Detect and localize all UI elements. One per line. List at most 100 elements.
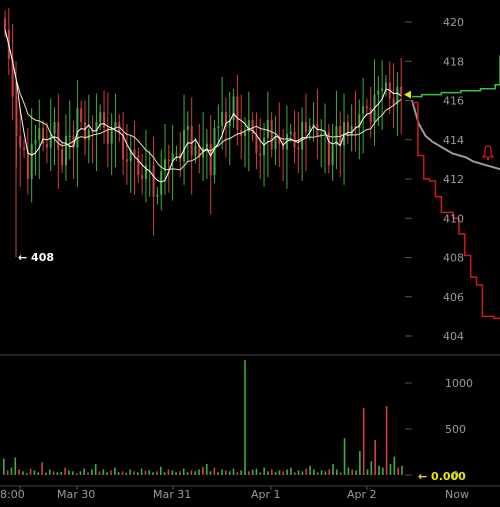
candle-body — [11, 59, 14, 97]
volume-bar — [10, 467, 13, 475]
volume-bar — [110, 470, 112, 475]
candle-body — [358, 114, 361, 128]
candle-body — [339, 126, 342, 146]
candle-body — [209, 143, 212, 176]
candle-body — [152, 165, 155, 197]
candle-body — [30, 143, 33, 179]
candle-body — [99, 112, 102, 123]
candle-body — [236, 96, 239, 130]
price-tick-label: 404 — [443, 330, 464, 343]
volume-bar — [186, 472, 189, 475]
candle-body — [175, 153, 178, 155]
candle-body — [87, 129, 90, 140]
candle-body — [186, 126, 189, 130]
volume-bar — [14, 457, 17, 475]
volume-bar — [267, 471, 269, 475]
candle-body — [148, 165, 151, 167]
volume-bar — [393, 456, 396, 475]
volume-bar — [209, 471, 212, 475]
candle-body — [304, 122, 307, 132]
candle-body — [122, 133, 125, 160]
time-tick-label: Mar 31 — [153, 488, 191, 501]
volume-bar — [83, 468, 85, 475]
volume-bar — [152, 472, 154, 475]
bell-icon[interactable] — [481, 145, 495, 161]
candle-body — [259, 153, 262, 156]
volume-bar — [274, 472, 277, 475]
volume-bar — [336, 469, 338, 475]
volume-bar — [71, 471, 74, 475]
grey-projection-line — [411, 100, 500, 171]
volume-bar — [194, 471, 197, 475]
candle-body — [114, 122, 117, 128]
candle-body — [141, 175, 144, 179]
volume-bar — [45, 472, 47, 475]
candle-body — [369, 108, 372, 123]
candle-body — [396, 86, 399, 105]
candle-body — [228, 120, 231, 127]
candle-body — [171, 153, 174, 162]
candle-body — [221, 112, 224, 127]
price-tick-label: 414 — [443, 134, 464, 147]
volume-tick-label: 500 — [445, 423, 466, 436]
volume-bar — [351, 469, 353, 475]
candle-body — [34, 139, 37, 144]
candle-body — [320, 133, 323, 136]
candle-body — [23, 147, 26, 150]
candle-body — [232, 96, 235, 121]
volume-bar — [271, 469, 273, 475]
volume-bar — [163, 472, 166, 475]
candle-body — [365, 106, 368, 109]
green-projection-line — [412, 55, 500, 98]
time-tick-label: Now — [445, 488, 469, 501]
candle-body — [274, 137, 277, 150]
candle-body — [266, 120, 269, 138]
volume-bar — [117, 472, 120, 475]
volume-bar — [106, 472, 108, 475]
volume-bar — [259, 472, 262, 475]
time-axis: 8:00 Mar 30 Mar 31 Apr 1 Apr 2 Now — [0, 486, 469, 501]
candle-body — [160, 171, 163, 195]
price-tick-label: 418 — [443, 55, 464, 68]
candle-body — [244, 131, 246, 136]
volume-bar — [114, 467, 116, 475]
time-tick-label: Apr 1 — [251, 488, 281, 501]
volume-bar — [213, 467, 216, 475]
candle-body — [384, 82, 387, 89]
volume-bar — [148, 470, 151, 475]
price-axis: 420 418 416 414 412 410 408 406 404 — [405, 16, 464, 343]
volume-bar — [263, 467, 265, 475]
volume-bar — [305, 468, 308, 475]
price-tick-label: 420 — [443, 16, 464, 29]
candle-body — [68, 135, 71, 137]
volume-bar — [397, 467, 399, 475]
volume-bar — [286, 469, 288, 475]
volume-tick-label: 0 — [452, 469, 459, 482]
candle-body — [80, 108, 83, 123]
candle-body — [205, 143, 208, 148]
volume-bar — [41, 462, 43, 475]
price-tick-label: 408 — [443, 252, 464, 265]
volume-bar — [217, 472, 219, 475]
candle-body — [84, 122, 86, 140]
volume-bar — [382, 467, 384, 475]
volume-bar — [228, 471, 231, 475]
candle-body — [129, 149, 132, 162]
volume-bar — [370, 461, 373, 475]
volume-bar — [25, 473, 28, 475]
volume-bar — [221, 469, 223, 475]
volume-bar — [22, 471, 24, 475]
candle-body — [377, 90, 380, 95]
volume-bar — [293, 472, 296, 475]
volume-tick-label: 1000 — [445, 377, 473, 390]
candle-body — [183, 129, 186, 162]
volume-bar — [6, 470, 9, 475]
candle-body — [198, 145, 201, 158]
candle-body — [346, 122, 349, 136]
volume-bar — [56, 472, 59, 475]
volume-bar — [102, 469, 105, 475]
volume-bar — [182, 468, 185, 475]
volume-bar — [248, 471, 250, 475]
volume-bar — [232, 468, 235, 475]
